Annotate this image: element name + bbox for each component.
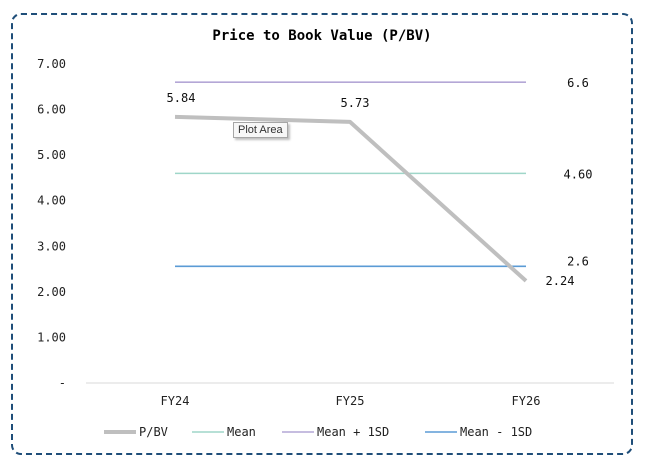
x-tick-label: FY26 — [512, 394, 541, 408]
y-tick-label: 2.00 — [37, 285, 66, 299]
y-tick-label: 7.00 — [37, 57, 66, 71]
legend-label: P/BV — [139, 425, 168, 439]
x-tick-label: FY24 — [161, 394, 190, 408]
end-label: 6.6 — [567, 76, 589, 90]
data-label: 2.24 — [546, 274, 575, 288]
y-tick-label: 3.00 — [37, 239, 66, 253]
y-tick-label: 4.00 — [37, 194, 66, 208]
legend: P/BV Mean Mean + 1SD Mean - 1SD — [104, 425, 532, 439]
legend-item: P/BV — [104, 425, 168, 439]
x-tick-label: FY25 — [336, 394, 365, 408]
plot-area[interactable]: 5.84 5.73 2.24 6.6 4.60 2.6 — [167, 76, 593, 288]
legend-item: Mean + 1SD — [282, 425, 389, 439]
end-label: 4.60 — [564, 167, 593, 181]
y-tick-label: 6.00 — [37, 103, 66, 117]
legend-item: Mean - 1SD — [425, 425, 532, 439]
end-label: 2.6 — [567, 254, 589, 268]
legend-label: Mean - 1SD — [460, 425, 532, 439]
y-axis: - 1.00 2.00 3.00 4.00 5.00 6.00 7.00 — [37, 57, 66, 390]
legend-label: Mean + 1SD — [317, 425, 389, 439]
data-label: 5.84 — [167, 91, 196, 105]
chart-title: Price to Book Value (P/BV) — [212, 28, 431, 44]
chart-frame — [11, 13, 633, 455]
y-tick-label: - — [59, 376, 66, 390]
legend-item: Mean — [192, 425, 256, 439]
legend-label: Mean — [227, 425, 256, 439]
data-label: 5.73 — [341, 96, 370, 110]
y-tick-label: 5.00 — [37, 148, 66, 162]
series-line-p-bv[interactable] — [174, 114, 528, 283]
x-axis: FY24 FY25 FY26 — [86, 382, 614, 408]
y-tick-label: 1.00 — [37, 330, 66, 344]
plot-area-tooltip: Plot Area — [233, 122, 288, 138]
